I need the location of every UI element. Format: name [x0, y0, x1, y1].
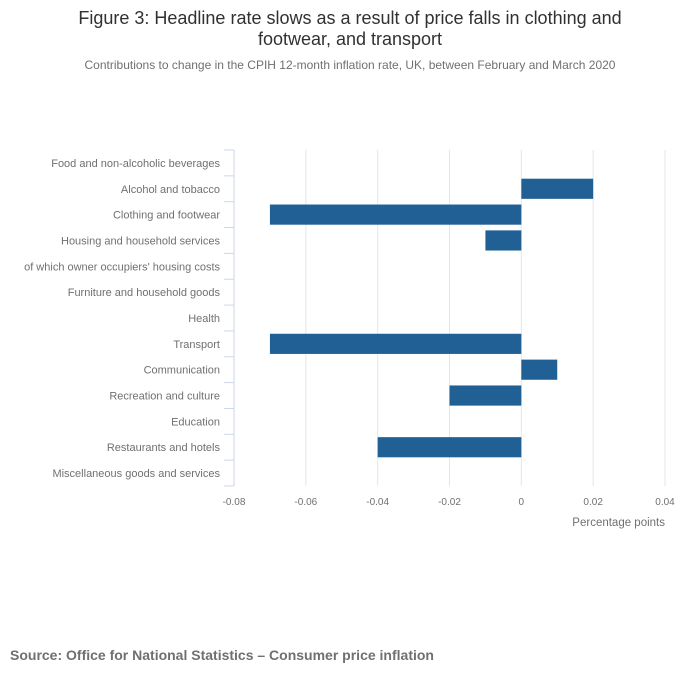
bars [269, 178, 594, 458]
bar[interactable] [521, 178, 594, 199]
category-label: Education [171, 416, 220, 428]
category-label: Furniture and household goods [68, 287, 221, 299]
x-tick-label: -0.04 [366, 497, 389, 508]
category-label: Alcohol and tobacco [121, 184, 220, 196]
x-tick-label: -0.08 [223, 497, 246, 508]
category-label: of which owner occupiers' housing costs [24, 261, 220, 273]
category-labels: Food and non-alcoholic beverages Alcohol … [24, 158, 220, 480]
x-tick-label: -0.06 [294, 497, 317, 508]
category-label: Communication [144, 365, 220, 377]
category-label: Miscellaneous goods and services [52, 468, 220, 480]
x-tick-labels: -0.08 -0.06 -0.04 -0.02 0 0.02 0.04 [223, 497, 676, 508]
source-note: Source: Office for National Statistics –… [10, 647, 434, 663]
bar[interactable] [269, 204, 522, 225]
gridlines [305, 150, 666, 486]
category-label: Food and non-alcoholic beverages [51, 158, 220, 170]
category-label: Recreation and culture [109, 391, 220, 403]
category-label: Transport [173, 339, 220, 351]
bar[interactable] [449, 385, 522, 406]
category-label: Restaurants and hotels [107, 442, 221, 454]
bar[interactable] [269, 333, 522, 354]
category-label: Health [188, 313, 220, 325]
x-tick-label: -0.02 [438, 497, 461, 508]
x-axis-title: Percentage points [572, 517, 665, 529]
chart-subtitle: Contributions to change in the CPIH 12-m… [84, 58, 616, 72]
bar[interactable] [521, 359, 558, 380]
bar[interactable] [485, 230, 522, 251]
x-tick-label: 0.02 [583, 497, 603, 508]
category-axis [224, 149, 235, 487]
category-label: Housing and household services [61, 235, 220, 247]
category-label: Clothing and footwear [113, 210, 220, 222]
x-tick-label: 0.04 [655, 497, 675, 508]
bar[interactable] [377, 437, 522, 458]
chart-title: Figure 3: Headline rate slows as a resul… [78, 8, 622, 49]
x-tick-label: 0 [519, 497, 525, 508]
